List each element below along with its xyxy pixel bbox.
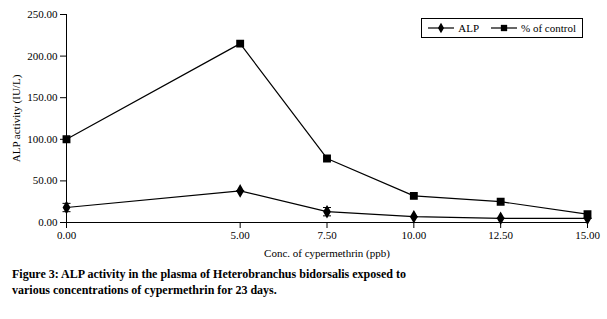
svg-text:0.00: 0.00 xyxy=(38,216,58,228)
html-text:Figure 3: ALP activity in the: Figure 3: ALP activity in the plasma of … xyxy=(12,267,406,281)
svg-text:0.00: 0.00 xyxy=(57,229,77,241)
html-text:% of control: % of control xyxy=(521,22,576,34)
svg-text:5.00: 5.00 xyxy=(231,229,251,241)
svg-text:50.00: 50.00 xyxy=(33,174,58,186)
svg-text:200.00: 200.00 xyxy=(27,50,58,62)
svg-text:7.50: 7.50 xyxy=(317,229,337,241)
svg-text:ALP activity (IU/L): ALP activity (IU/L) xyxy=(10,74,23,162)
svg-text:250.00: 250.00 xyxy=(27,8,58,20)
svg-text:10.00: 10.00 xyxy=(401,229,426,241)
svg-text:100.00: 100.00 xyxy=(27,133,58,145)
html-text:various concentrations of cype: various concentrations of cypermethrin f… xyxy=(12,283,277,297)
svg-text:15.00: 15.00 xyxy=(575,229,600,241)
svg-text:12.50: 12.50 xyxy=(488,229,513,241)
html-text:ALP: ALP xyxy=(458,22,479,34)
svg-text:Conc. of cypermethrin (ppb): Conc. of cypermethrin (ppb) xyxy=(264,247,390,260)
svg-text:150.00: 150.00 xyxy=(27,91,58,103)
